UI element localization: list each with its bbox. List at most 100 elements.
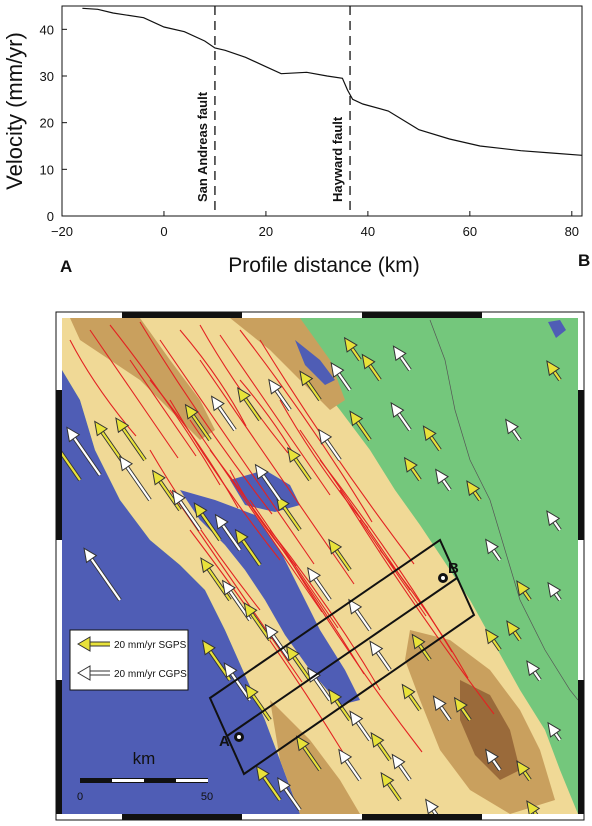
cgps-vector <box>171 489 202 532</box>
sgps-vector <box>485 628 502 652</box>
sgps-vector <box>380 771 402 802</box>
inland-lake-ne <box>548 320 566 338</box>
cgps-vector <box>505 418 522 442</box>
fault-trace <box>149 449 261 611</box>
map-border-ticks <box>56 312 584 820</box>
fault-annotation: Hayward fault <box>330 116 345 202</box>
cgps-vector <box>547 721 562 742</box>
y-tick-label: 10 <box>40 162 54 177</box>
cgps-vector <box>425 798 440 814</box>
cgps-vector <box>485 748 502 772</box>
fault-annotation: San Andreas fault <box>195 91 210 202</box>
fault-trace <box>339 489 495 715</box>
sgps-vector <box>295 735 322 772</box>
sgps-vector <box>115 417 147 462</box>
sgps-vector <box>285 645 312 682</box>
sgps-vector <box>287 446 312 482</box>
sgps-vector <box>184 403 212 442</box>
fault-trace <box>189 529 345 755</box>
fault-trace <box>109 324 221 486</box>
sgps-vector <box>62 450 82 482</box>
cgps-vector <box>119 455 152 502</box>
x-tick-label: 80 <box>565 224 579 239</box>
cgps-vector <box>83 547 122 602</box>
profile-point-b-label: B <box>448 560 459 577</box>
sgps-legend-label: 20 mm/yr SGPS <box>114 640 187 651</box>
scale-bar-max: 50 <box>201 791 213 803</box>
fault-trace <box>379 549 469 679</box>
terrain-peak <box>460 680 520 780</box>
sgps-vector <box>466 480 482 502</box>
cgps-vector <box>214 513 242 552</box>
scale-bar-min: 0 <box>77 791 83 803</box>
profile-point-a-label: A <box>219 733 230 750</box>
x-tick-label: 60 <box>463 224 477 239</box>
cgps-vector <box>485 538 502 562</box>
cgps-vector <box>435 468 452 492</box>
cgps-vector <box>338 748 362 782</box>
fault-lines <box>69 321 495 755</box>
cgps-vector <box>330 361 352 392</box>
cgps-vector <box>264 623 292 662</box>
fault-trace <box>249 499 339 629</box>
sgps-vector <box>237 386 262 422</box>
sgps-vector <box>506 620 522 642</box>
sgps-vector <box>516 580 532 602</box>
x-axis-label: Profile distance (km) <box>228 254 419 277</box>
x-tick-label: −20 <box>51 224 73 239</box>
sgps-vector <box>328 688 352 722</box>
fault-trace <box>189 419 323 613</box>
cgps-vector <box>254 463 282 502</box>
fault-trace <box>279 399 369 529</box>
fault-trace <box>149 379 239 509</box>
gps-vectors <box>62 336 562 814</box>
cgps-vector <box>223 662 252 702</box>
scale-bar-unit: km <box>133 749 156 768</box>
fault-trace <box>219 334 331 496</box>
cgps-vector <box>390 401 412 432</box>
cgps-vector <box>432 695 452 722</box>
sgps-vector <box>193 502 222 542</box>
inland-lake <box>295 340 335 385</box>
sgps-vector <box>255 765 282 802</box>
sgps-vector <box>516 760 532 782</box>
cgps-vector <box>307 566 332 602</box>
sgps-vector <box>243 602 272 642</box>
cgps-vector <box>349 710 372 742</box>
sgps-vector <box>349 410 372 442</box>
x-tick-label: 40 <box>361 224 375 239</box>
gps-velocity-map: A B 20 mm/yr SGPS 20 mm/yr CGPS km 0 50 <box>55 311 585 821</box>
cgps-vector <box>392 345 412 372</box>
sgps-vector <box>401 683 422 712</box>
fault-trace <box>269 529 381 691</box>
fault-trace <box>169 399 281 561</box>
cgps-vector <box>526 660 542 682</box>
fault-trace <box>159 339 315 565</box>
profile-box <box>208 538 476 776</box>
y-tick-label: 30 <box>40 69 54 84</box>
profile-end-label: B <box>578 251 590 270</box>
sgps-vector <box>526 800 541 814</box>
cgps-vector <box>318 428 342 462</box>
sgps-legend-arrow <box>77 636 110 652</box>
sgps-vector <box>403 456 422 482</box>
cgps-vector <box>277 776 302 812</box>
sgps-vector <box>411 633 432 662</box>
y-tick-label: 0 <box>47 209 54 224</box>
cgps-vector <box>348 598 372 632</box>
fault-trace <box>359 519 427 617</box>
x-tick-label: 20 <box>259 224 273 239</box>
y-tick-label: 20 <box>40 116 54 131</box>
sgps-vector <box>234 528 262 567</box>
cgps-vector <box>369 640 392 672</box>
y-tick-label: 40 <box>40 22 54 37</box>
sgps-vector <box>361 353 382 382</box>
cgps-vector <box>546 510 562 532</box>
boundary-line <box>429 319 578 701</box>
cgps-legend-label: 20 mm/yr CGPS <box>114 669 187 680</box>
cgps-vector <box>391 753 412 782</box>
fault-trace <box>239 329 373 523</box>
cgps-legend-arrow <box>77 665 110 681</box>
x-tick-label: 0 <box>160 224 167 239</box>
